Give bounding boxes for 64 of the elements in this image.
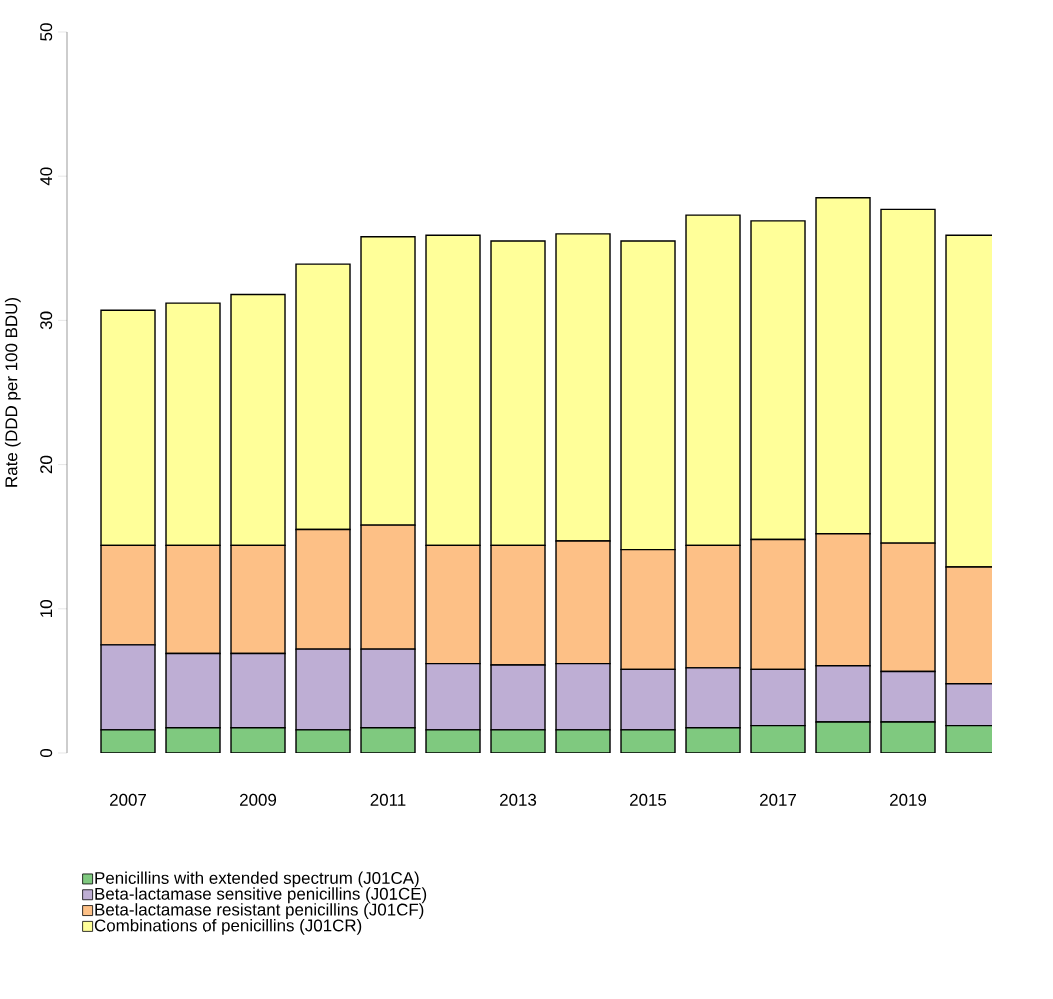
y-tick-label: 30 [40,311,53,330]
bar [555,540,611,665]
x-tick-label: 2019 [890,793,927,806]
bar [620,668,676,731]
y-tick-label: 10 [40,600,53,617]
bar [620,240,676,551]
bar [685,727,741,753]
bar [880,208,936,544]
bar [815,533,871,667]
bar [165,727,221,753]
y-tick-label: 40 [40,167,53,186]
x-tick-label: 2007 [110,793,146,806]
legend-label: Beta-lactamase sensitive penicillins (J01CE) [95,887,427,904]
bar [360,524,416,650]
bar [815,721,871,753]
bar [880,542,936,673]
bar [490,240,546,547]
bar [490,544,546,666]
bar [230,293,286,547]
bar [100,309,156,547]
bar [425,662,481,731]
bar [165,544,221,655]
bar [555,662,611,731]
x-tick-label: 2015 [630,793,667,806]
bar [295,263,351,531]
bar [685,667,741,729]
x-tick-label: 2011 [370,793,406,806]
bar [750,668,806,727]
bar [880,670,936,723]
bar [750,538,806,671]
bar [685,544,741,669]
bar [750,724,806,753]
x-tick-label: 2009 [240,793,277,806]
bar [230,727,286,753]
bar [620,548,676,671]
bar [360,236,416,526]
bar [165,302,221,547]
y-axis-title: Rate (DDD per 100 BDU) [4,298,21,487]
x-tick-label: 2017 [760,793,796,806]
legend-label: Penicillins with extended spectrum (J01CA) [95,871,419,888]
bar [230,652,286,729]
y-tick-label: 0 [40,748,53,758]
bar [750,220,806,541]
bar [100,544,156,646]
bar [815,665,871,723]
y-tick-label: 20 [40,455,53,474]
legend-label: Combinations of penicillins (J01CR) [94,918,362,935]
bar [230,544,286,655]
bar [555,233,611,542]
bar [295,528,351,650]
bar [880,721,936,753]
x-tick-label: 2013 [500,793,537,806]
bar [295,648,351,731]
bar [100,644,156,731]
legend-label: Beta-lactamase resistant penicillins (J01CF) [95,903,424,919]
bar [490,664,546,731]
bar [360,648,416,729]
bar [815,197,871,535]
bar [425,544,481,665]
y-tick-label: 50 [40,23,53,41]
bar [425,234,481,547]
bar [685,214,741,547]
bar [360,727,416,753]
bar [165,652,221,729]
